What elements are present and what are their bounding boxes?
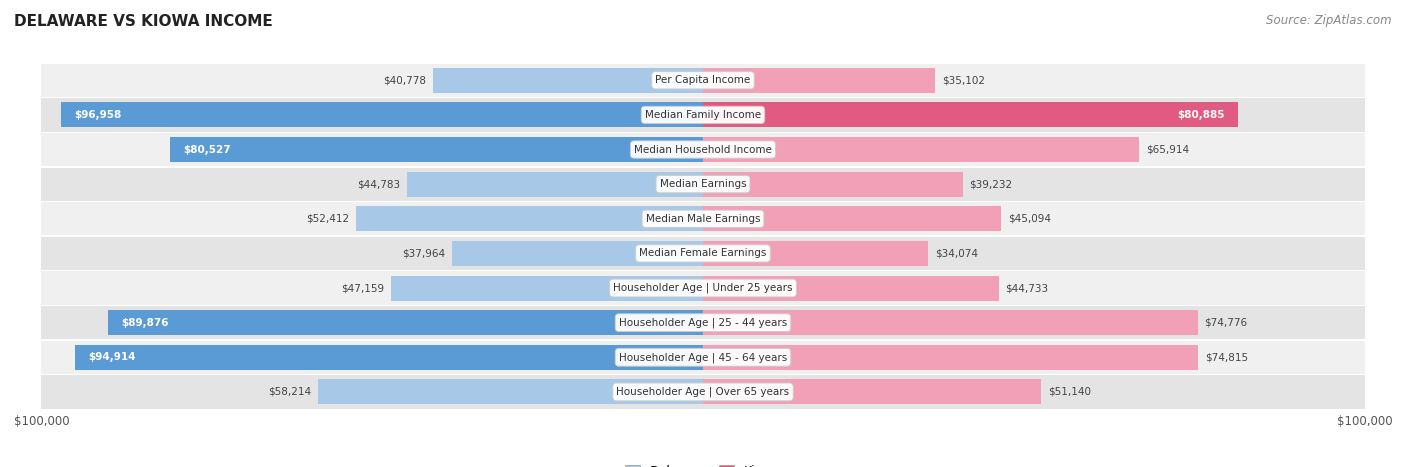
Bar (703, 310, 1198, 335)
Bar (41, 202, 1365, 235)
Bar (451, 241, 703, 266)
Text: $37,964: $37,964 (402, 248, 446, 258)
Bar (41, 133, 1365, 166)
Text: $44,733: $44,733 (1005, 283, 1049, 293)
Text: $89,876: $89,876 (121, 318, 169, 328)
Bar (41, 64, 1365, 97)
Bar (703, 172, 963, 197)
Bar (703, 276, 1000, 300)
Text: $47,159: $47,159 (342, 283, 384, 293)
Text: Median Household Income: Median Household Income (634, 144, 772, 155)
Bar (318, 380, 703, 404)
Bar (703, 241, 928, 266)
Text: $65,914: $65,914 (1146, 144, 1189, 155)
Bar (41, 98, 1365, 132)
Text: Householder Age | Over 65 years: Householder Age | Over 65 years (616, 387, 790, 397)
Bar (703, 206, 1001, 231)
Text: $94,914: $94,914 (89, 352, 136, 362)
Text: Source: ZipAtlas.com: Source: ZipAtlas.com (1267, 14, 1392, 27)
Text: Median Earnings: Median Earnings (659, 179, 747, 189)
Bar (356, 206, 703, 231)
Text: $80,527: $80,527 (183, 144, 231, 155)
Text: $74,815: $74,815 (1205, 352, 1247, 362)
Text: $51,140: $51,140 (1047, 387, 1091, 397)
Text: Householder Age | Under 25 years: Householder Age | Under 25 years (613, 283, 793, 293)
Text: $96,958: $96,958 (75, 110, 122, 120)
Text: $40,778: $40,778 (384, 75, 426, 85)
Text: $80,885: $80,885 (1177, 110, 1225, 120)
Bar (62, 102, 703, 127)
Text: $74,776: $74,776 (1205, 318, 1247, 328)
Text: $44,783: $44,783 (357, 179, 401, 189)
Text: Median Male Earnings: Median Male Earnings (645, 214, 761, 224)
Text: Householder Age | 25 - 44 years: Householder Age | 25 - 44 years (619, 318, 787, 328)
Bar (41, 340, 1365, 374)
Text: Median Female Earnings: Median Female Earnings (640, 248, 766, 258)
Bar (703, 68, 935, 93)
Bar (703, 137, 1139, 162)
Bar (41, 237, 1365, 270)
Bar (41, 168, 1365, 201)
Bar (41, 375, 1365, 409)
Text: $52,412: $52,412 (307, 214, 350, 224)
Text: Per Capita Income: Per Capita Income (655, 75, 751, 85)
Text: $45,094: $45,094 (1008, 214, 1050, 224)
Bar (41, 271, 1365, 304)
Bar (703, 102, 1239, 127)
Bar (108, 310, 703, 335)
Bar (703, 345, 1198, 370)
Bar (75, 345, 703, 370)
Text: $34,074: $34,074 (935, 248, 979, 258)
Bar (41, 306, 1365, 340)
Text: Householder Age | 45 - 64 years: Householder Age | 45 - 64 years (619, 352, 787, 362)
Bar (703, 380, 1042, 404)
Bar (391, 276, 703, 300)
Text: $58,214: $58,214 (269, 387, 311, 397)
Text: Median Family Income: Median Family Income (645, 110, 761, 120)
Legend: Delaware, Kiowa: Delaware, Kiowa (620, 460, 786, 467)
Text: DELAWARE VS KIOWA INCOME: DELAWARE VS KIOWA INCOME (14, 14, 273, 29)
Bar (406, 172, 703, 197)
Text: $39,232: $39,232 (969, 179, 1012, 189)
Bar (433, 68, 703, 93)
Text: $35,102: $35,102 (942, 75, 984, 85)
Bar (170, 137, 703, 162)
